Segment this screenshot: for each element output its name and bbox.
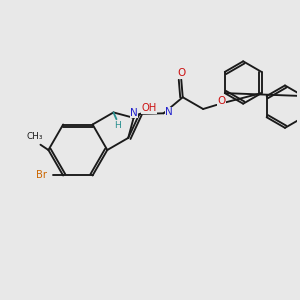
Text: Br: Br [36,170,47,181]
Text: O: O [218,96,226,106]
Text: N: N [165,107,173,117]
Text: OH: OH [142,103,157,113]
Text: CH₃: CH₃ [26,132,43,141]
Text: N: N [130,108,138,118]
Text: H: H [115,122,121,130]
Text: O: O [177,68,185,78]
